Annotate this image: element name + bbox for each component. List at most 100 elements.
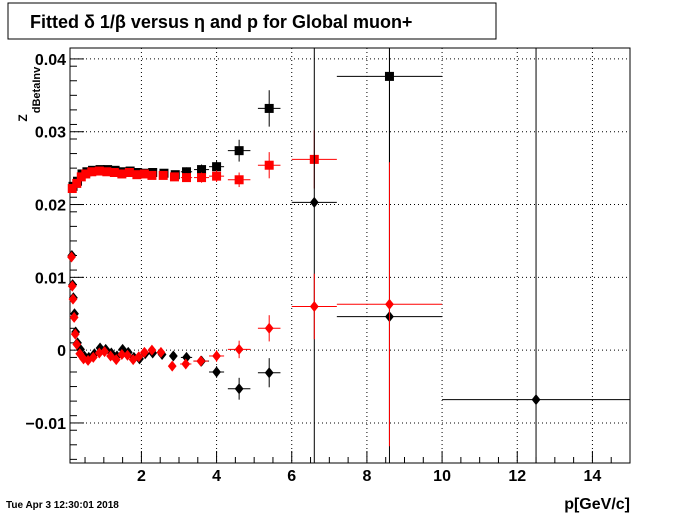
square-marker: [102, 167, 112, 177]
diamond-marker: [70, 328, 80, 340]
data-point: [227, 340, 251, 359]
y-axis-label-sub: dBetaInv: [31, 66, 43, 113]
data-point: [209, 366, 225, 378]
square-marker: [197, 165, 207, 175]
square-marker: [234, 146, 244, 156]
diamond-marker: [196, 355, 206, 367]
diamond-marker: [167, 360, 177, 372]
diamond-marker: [156, 346, 166, 358]
data-point: [134, 351, 144, 363]
square-marker: [197, 173, 207, 183]
data-point: [69, 311, 79, 323]
data-point: [94, 347, 104, 359]
chart-title: Fitted δ 1/β versus η and p for Global m…: [30, 12, 412, 32]
data-point: [75, 348, 85, 360]
data-point: [132, 170, 142, 180]
data-point: [88, 351, 98, 363]
data-point: [180, 173, 193, 183]
square-marker: [139, 169, 149, 179]
data-point: [123, 349, 132, 361]
data-point: [102, 167, 112, 177]
data-point: [87, 167, 97, 177]
diamond-marker: [68, 293, 78, 305]
data-point: [140, 346, 149, 358]
diamond-marker: [94, 347, 104, 359]
diamond-marker: [181, 358, 191, 370]
x-tick-label: 12: [508, 468, 526, 485]
diamond-marker: [182, 351, 191, 363]
y-tick-label: 0.03: [35, 125, 66, 142]
data-point: [111, 354, 121, 366]
y-tick-label: −0.01: [26, 416, 67, 433]
diamond-marker: [95, 342, 105, 354]
square-marker: [212, 171, 222, 181]
data-point: [158, 170, 168, 180]
x-tick-label: 2: [137, 468, 146, 485]
diamond-marker: [212, 350, 221, 362]
square-marker: [76, 172, 86, 182]
square-marker: [212, 162, 222, 172]
data-point: [156, 346, 166, 358]
diamond-marker: [72, 338, 82, 350]
data-point: [68, 293, 78, 305]
square-marker: [182, 173, 192, 183]
axes: 2 4 6 8 10 12 14 −0.01 0 0.01 0.02 0.03 0.04: [26, 52, 612, 485]
data-point: [227, 377, 251, 400]
data-point: [67, 280, 77, 292]
diamond-marker: [234, 343, 244, 355]
data-point: [117, 349, 127, 361]
diamond-marker: [111, 354, 121, 366]
data-point: [291, 273, 337, 340]
data-point: [168, 350, 178, 362]
x-tick-label: 10: [433, 468, 451, 485]
diamond-marker: [67, 251, 76, 263]
diamond-marker: [117, 349, 127, 361]
data-point: [291, 48, 337, 463]
diamond-marker: [385, 298, 394, 310]
diamond-marker: [140, 346, 149, 358]
data-point: [167, 360, 177, 372]
data-point: [147, 170, 157, 180]
data-point: [139, 169, 149, 179]
x-tick-label: 6: [287, 468, 296, 485]
data-point: [193, 355, 209, 367]
data-point: [67, 251, 76, 263]
diamond-marker: [134, 351, 144, 363]
y-tick-label: 0.04: [35, 52, 66, 69]
square-marker: [132, 170, 142, 180]
data-point: [81, 169, 91, 179]
data-point: [257, 315, 281, 342]
data-point: [109, 168, 119, 177]
data-point: [124, 168, 134, 177]
title-box: [7, 2, 497, 40]
data-point: [72, 338, 82, 350]
data-point: [209, 170, 225, 182]
square-marker: [158, 170, 168, 180]
diamond-marker: [69, 311, 79, 323]
data-point: [257, 90, 281, 127]
data-point: [442, 48, 630, 463]
diamond-marker: [531, 394, 541, 406]
square-marker: [94, 166, 104, 176]
data-point: [227, 172, 251, 188]
square-marker: [109, 168, 119, 177]
data-layer: [67, 48, 630, 463]
data-point: [227, 139, 251, 162]
x-axis-label: p[GeV/c]: [564, 496, 630, 513]
y-tick-label: 0.02: [35, 198, 66, 215]
diamond-marker: [264, 322, 274, 334]
diamond-marker: [123, 349, 132, 361]
square-marker: [124, 168, 134, 177]
square-marker: [264, 160, 274, 170]
diamond-marker: [309, 196, 319, 208]
square-marker: [234, 175, 244, 185]
diamond-marker: [75, 348, 85, 360]
y-tick-label: 0.01: [35, 270, 66, 287]
diamond-marker: [264, 367, 274, 379]
diamond-marker: [88, 351, 98, 363]
data-point: [67, 184, 77, 194]
square-marker: [147, 170, 157, 180]
data-point: [169, 172, 179, 182]
